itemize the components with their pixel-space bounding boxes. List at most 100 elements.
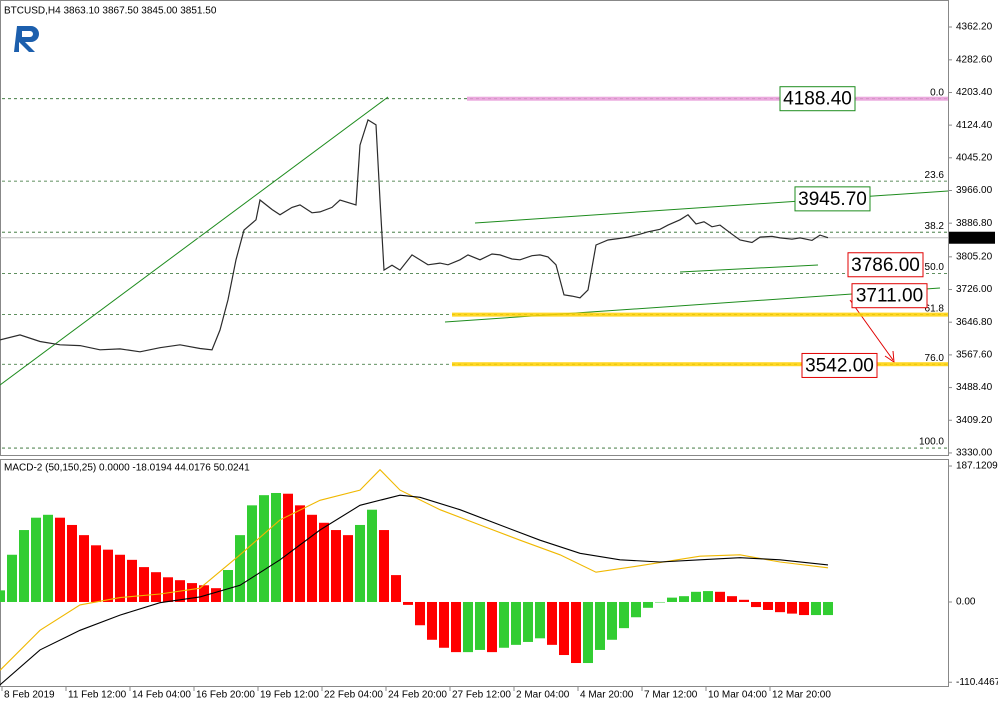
x-tick-label: 7 Mar 12:00: [644, 690, 698, 701]
fib-level-label: 0.0: [930, 87, 944, 98]
y-tick-label: 4362.20: [956, 22, 993, 33]
macd-line: [0, 494, 829, 686]
fib-level-label: 61.8: [925, 303, 945, 314]
fib-level-label: 100.0: [919, 437, 944, 448]
current-price-label: 3851.50: [956, 232, 993, 243]
histogram-bar: [403, 601, 413, 605]
y-tick-label: 4124.40: [956, 120, 993, 131]
x-tick-label: 27 Feb 12:00: [452, 690, 511, 701]
price-line: [0, 118, 829, 353]
histogram-bar: [751, 601, 761, 608]
level-band: [452, 362, 948, 367]
histogram-bar: [655, 601, 665, 603]
histogram-bar: [523, 601, 533, 642]
histogram-bar: [643, 601, 653, 608]
x-tick-label: 22 Feb 04:00: [324, 690, 383, 701]
y-tick-label: 4045.20: [956, 152, 993, 163]
x-tick-label: 8 Feb 2019: [4, 690, 55, 701]
x-tick-label: 24 Feb 20:00: [388, 690, 447, 701]
channel-line: [679, 264, 819, 273]
histogram-bar: [631, 601, 641, 618]
histogram-bar: [343, 535, 353, 602]
histogram-bar: [475, 601, 485, 650]
histogram-bar: [331, 530, 341, 602]
y-tick-label: 3488.40: [956, 382, 993, 393]
histogram-bar: [295, 505, 305, 602]
histogram-bar: [439, 601, 449, 648]
histogram-bar: [103, 549, 113, 602]
histogram-bar: [679, 596, 689, 602]
level-band: [452, 312, 948, 317]
annotation-box: [801, 352, 878, 378]
histogram-bar: [0, 590, 5, 602]
histogram-bar: [307, 514, 317, 602]
y-tick-label: 3726.00: [956, 284, 993, 295]
histogram-bar: [799, 601, 809, 616]
histogram-bar: [715, 591, 725, 602]
annotation-label: 3711.00: [856, 286, 923, 307]
histogram-bar: [571, 601, 581, 664]
annotation-label: 4188.40: [783, 89, 852, 110]
histogram-bar: [547, 601, 557, 645]
macd-panel-frame: [0, 459, 949, 687]
x-tick-label: 19 Feb 12:00: [260, 690, 319, 701]
histogram-bar: [199, 585, 209, 602]
arrow-head: [884, 350, 895, 363]
y-tick-label: 3567.60: [956, 350, 993, 361]
x-tick-label: 16 Feb 20:00: [196, 690, 255, 701]
histogram-bar: [247, 505, 257, 602]
y-tick-label: 3886.80: [956, 218, 993, 229]
histogram-bar: [223, 570, 233, 602]
histogram-bar: [787, 601, 797, 614]
macd-header: MACD-2 (50,150,25) 0.0000 -18.0194 44.01…: [4, 463, 250, 474]
trend-line: [0, 96, 389, 386]
histogram-bar: [415, 601, 425, 626]
histogram-bar: [487, 601, 497, 653]
histogram-bar: [187, 583, 197, 602]
histogram-bar: [271, 492, 281, 602]
fib-level-label: 38.2: [925, 221, 945, 232]
histogram-bar: [355, 524, 365, 602]
histogram-bar: [19, 530, 29, 602]
histogram-bar: [451, 601, 461, 653]
histogram-bar: [67, 524, 77, 602]
histogram-bar: [511, 601, 521, 645]
histogram-bar: [127, 559, 137, 602]
logo: [14, 26, 39, 52]
histogram-bar: [607, 601, 617, 640]
current-price-box: [949, 231, 995, 244]
histogram-bar: [559, 601, 569, 656]
y-tick-label: 3966.00: [956, 185, 993, 196]
annotation-box: [847, 252, 924, 278]
x-tick-label: 12 Mar 20:00: [772, 690, 831, 701]
histogram-bar: [7, 554, 17, 602]
histogram-bar: [727, 596, 737, 602]
level-band: [467, 96, 948, 101]
y-tick-label: -110.4467: [956, 677, 998, 688]
annotation-label: 3945.70: [798, 189, 867, 210]
y-tick-label: 187.1209: [956, 461, 998, 472]
x-tick-label: 10 Mar 04:00: [708, 690, 767, 701]
histogram-bar: [691, 591, 701, 602]
price-panel-frame: [0, 0, 949, 456]
histogram-bar: [775, 601, 785, 613]
histogram-bar: [367, 509, 377, 602]
histogram-bar: [763, 601, 773, 610]
histogram-bar: [499, 601, 509, 648]
histogram-bar: [115, 554, 125, 602]
y-tick-label: 0.00: [956, 597, 976, 608]
y-tick-label: 3646.80: [956, 317, 993, 328]
histogram-bar: [463, 601, 473, 653]
histogram-bar: [31, 517, 41, 602]
histogram-bar: [667, 597, 677, 602]
histogram-bar: [43, 514, 53, 602]
histogram-bar: [211, 588, 221, 602]
y-tick-label: 3409.20: [956, 415, 993, 426]
x-tick-label: 4 Mar 20:00: [580, 690, 634, 701]
histogram-bar: [811, 601, 821, 616]
annotation-box: [794, 186, 871, 212]
y-tick-label: 3330.00: [956, 448, 993, 459]
x-tick-label: 11 Feb 12:00: [68, 690, 127, 701]
histogram-bar: [583, 601, 593, 664]
